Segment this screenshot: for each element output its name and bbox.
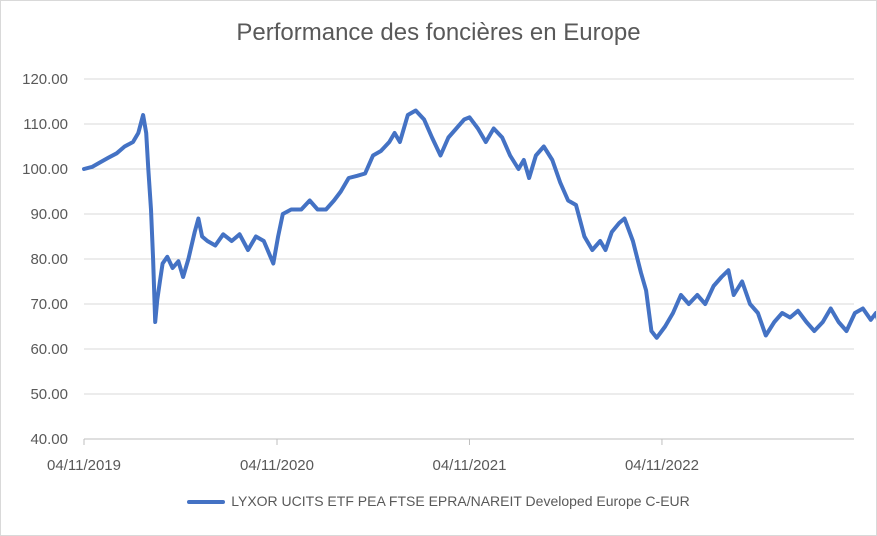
y-tick-label: 120.00 <box>22 71 68 88</box>
series-line <box>82 108 876 340</box>
y-tick-label: 60.00 <box>30 341 68 358</box>
legend-label: LYXOR UCITS ETF PEA FTSE EPRA/NAREIT Dev… <box>231 493 690 509</box>
chart-title: Performance des foncières en Europe <box>236 19 641 46</box>
y-tick-label: 50.00 <box>30 386 68 403</box>
y-tick-label: 110.00 <box>23 116 68 133</box>
legend-swatch <box>187 500 226 505</box>
y-tick-label: 70.00 <box>30 296 68 313</box>
x-tick-label: 04/11/2020 <box>240 457 314 474</box>
x-tick-label: 04/11/2021 <box>432 457 506 474</box>
y-tick-label: 90.00 <box>30 206 68 223</box>
x-tick-label: 04/11/2019 <box>47 457 121 474</box>
chart-legend: LYXOR UCITS ETF PEA FTSE EPRA/NAREIT Dev… <box>1 493 876 509</box>
x-tick-label: 04/11/2022 <box>625 457 699 474</box>
y-tick-label: 40.00 <box>30 431 68 448</box>
y-tick-label: 80.00 <box>30 251 68 268</box>
y-tick-label: 100.00 <box>22 161 68 178</box>
